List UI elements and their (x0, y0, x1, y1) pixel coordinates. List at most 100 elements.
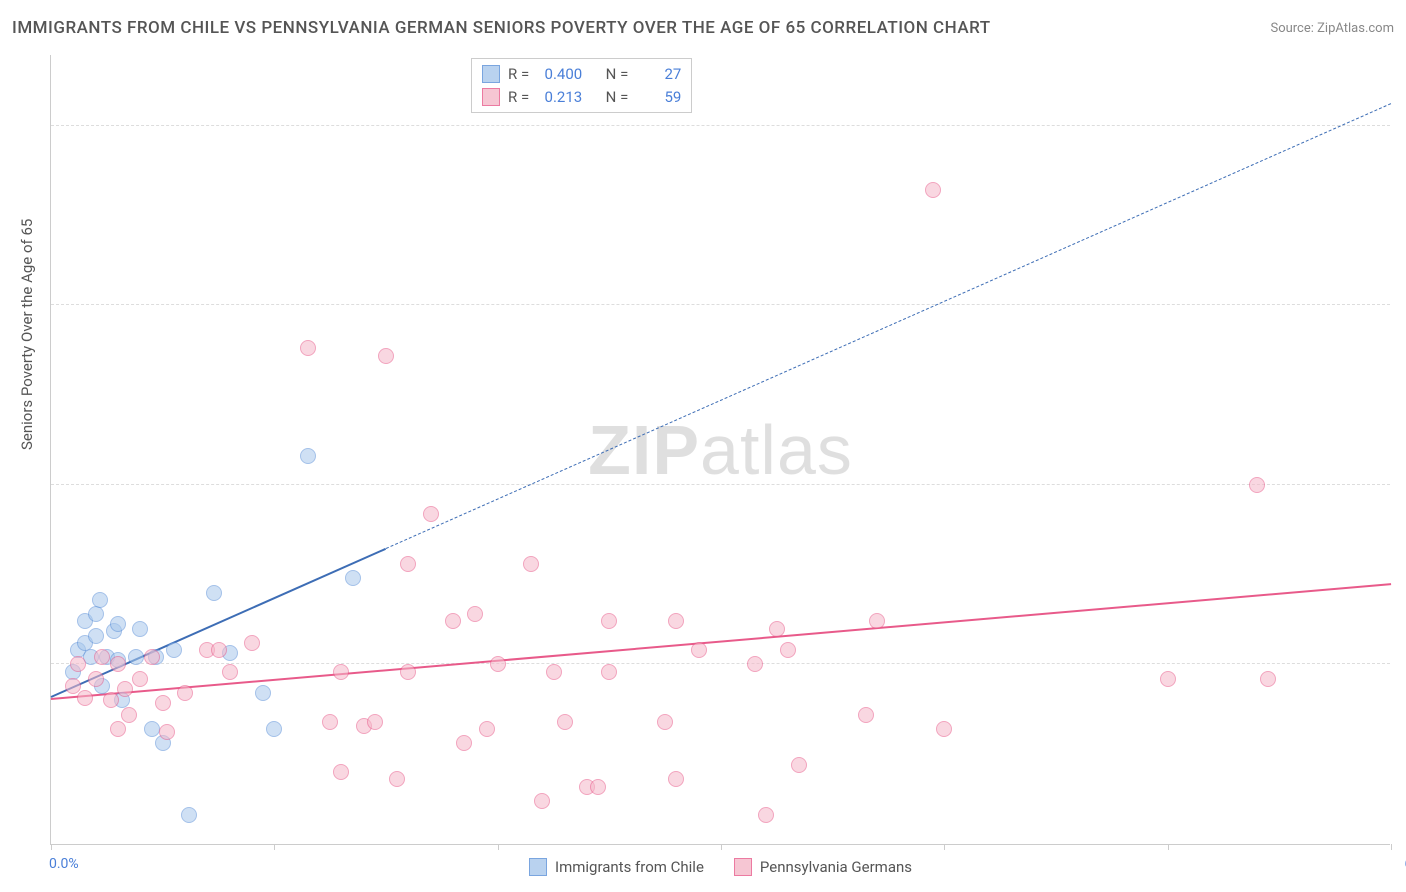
data-point (132, 671, 148, 687)
stat-n-value: 59 (636, 86, 681, 109)
x-tick (1168, 844, 1169, 850)
legend-item: Immigrants from Chile (529, 858, 704, 876)
y-tick-label: 12.5% (1400, 640, 1406, 656)
data-point (467, 606, 483, 622)
stats-legend: R =0.400 N =27R =0.213 N =59 (471, 58, 692, 113)
stat-n-label: N = (606, 63, 629, 86)
data-point (1260, 671, 1276, 687)
y-tick-label: 37.5% (1400, 281, 1406, 297)
data-point (345, 570, 361, 586)
data-point (181, 807, 197, 823)
data-point (758, 807, 774, 823)
legend-swatch (482, 65, 500, 83)
data-point (166, 642, 182, 658)
data-point (534, 793, 550, 809)
legend-swatch (734, 858, 752, 876)
stat-n-value: 27 (636, 63, 681, 86)
source-prefix: Source: (1270, 21, 1317, 36)
data-point (523, 556, 539, 572)
data-point (479, 721, 495, 737)
legend-label: Pennsylvania Germans (760, 858, 912, 876)
legend-swatch (482, 88, 500, 106)
data-point (88, 628, 104, 644)
data-point (333, 764, 349, 780)
data-point (110, 656, 126, 672)
gridline (51, 663, 1390, 664)
data-point (222, 664, 238, 680)
data-point (94, 649, 110, 665)
x-tick (498, 844, 499, 850)
data-point (88, 606, 104, 622)
data-point (244, 635, 260, 651)
plot-area: ZIPatlas R =0.400 N =27R =0.213 N =59 Im… (50, 55, 1390, 845)
data-point (925, 182, 941, 198)
data-point (858, 707, 874, 723)
x-tick (51, 844, 52, 850)
data-point (668, 771, 684, 787)
gridline (51, 304, 1390, 305)
watermark-light: atlas (700, 411, 853, 489)
data-point (400, 664, 416, 680)
data-point (77, 690, 93, 706)
data-point (144, 721, 160, 737)
x-tick (944, 844, 945, 850)
data-point (255, 685, 271, 701)
data-point (110, 721, 126, 737)
y-tick-label: 50.0% (1400, 102, 1406, 118)
data-point (103, 692, 119, 708)
data-point (557, 714, 573, 730)
data-point (691, 642, 707, 658)
data-point (1160, 671, 1176, 687)
data-point (144, 649, 160, 665)
data-point (936, 721, 952, 737)
y-tick-label: 25.0% (1400, 461, 1406, 477)
data-point (110, 616, 126, 632)
stat-r-label: R = (508, 63, 529, 86)
data-point (159, 724, 175, 740)
legend-item: Pennsylvania Germans (734, 858, 912, 876)
data-point (155, 695, 171, 711)
stat-r-label: R = (508, 86, 529, 109)
data-point (601, 664, 617, 680)
data-point (70, 656, 86, 672)
data-point (769, 621, 785, 637)
data-point (88, 671, 104, 687)
data-point (300, 448, 316, 464)
data-point (668, 613, 684, 629)
data-point (132, 621, 148, 637)
stats-row: R = 0.213 N = 59 (482, 86, 681, 109)
x-tick (274, 844, 275, 850)
data-point (322, 714, 338, 730)
data-point (300, 340, 316, 356)
data-point (206, 585, 222, 601)
data-point (333, 664, 349, 680)
data-point (747, 656, 763, 672)
data-point (92, 592, 108, 608)
stat-n-label: N = (606, 86, 629, 109)
chart-title: IMMIGRANTS FROM CHILE VS PENNSYLVANIA GE… (12, 18, 991, 38)
data-point (780, 642, 796, 658)
x-tick (1391, 844, 1392, 850)
trend-line (386, 103, 1391, 549)
x-tick (721, 844, 722, 850)
legend-swatch (529, 858, 547, 876)
y-axis-label: Seniors Poverty Over the Age of 65 (18, 219, 36, 450)
gridline (51, 125, 1390, 126)
watermark-bold: ZIP (588, 411, 700, 489)
data-point (211, 642, 227, 658)
source-label: Source: ZipAtlas.com (1270, 21, 1394, 36)
data-point (791, 757, 807, 773)
data-point (601, 613, 617, 629)
stats-row: R =0.400 N =27 (482, 63, 681, 86)
data-point (177, 685, 193, 701)
legend-label: Immigrants from Chile (555, 858, 704, 876)
data-point (546, 664, 562, 680)
data-point (128, 649, 144, 665)
data-point (389, 771, 405, 787)
data-point (869, 613, 885, 629)
data-point (121, 707, 137, 723)
data-point (445, 613, 461, 629)
data-point (423, 506, 439, 522)
data-point (1249, 477, 1265, 493)
stat-r-value: 0.213 (537, 86, 582, 109)
